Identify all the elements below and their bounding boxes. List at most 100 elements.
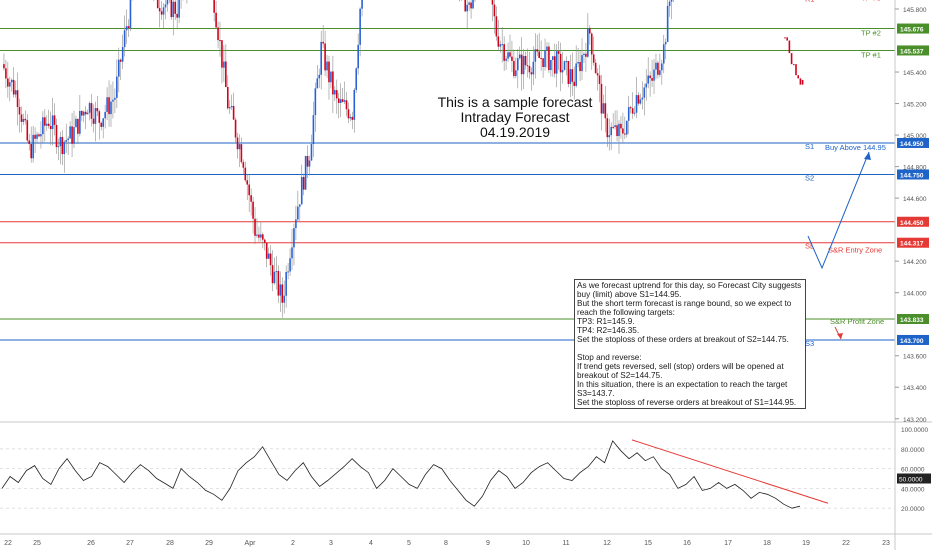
time-tick-label: 3 <box>329 540 333 547</box>
note-line: reach the following targets: <box>577 308 675 317</box>
candle-body <box>88 103 91 113</box>
candle-body <box>347 109 350 119</box>
candle-body <box>108 97 110 115</box>
level-tag: S&R Profit Zone <box>830 317 884 326</box>
candle-body <box>499 44 502 47</box>
candle-body <box>546 46 548 51</box>
candle-body <box>228 107 231 109</box>
candle-body <box>5 68 7 79</box>
candle-body <box>98 111 101 123</box>
candle-body <box>160 11 163 15</box>
level-price-badge <box>897 45 929 56</box>
candle-body <box>501 44 504 46</box>
level-price-label: 145.676 <box>900 27 924 34</box>
candle-body <box>7 78 9 87</box>
level-label: S1 <box>805 142 814 151</box>
level-price-badge <box>897 216 929 227</box>
candle-body <box>534 49 537 62</box>
candle-body <box>786 37 788 41</box>
candle-body <box>242 162 245 168</box>
candle-body <box>287 271 289 273</box>
candle-body <box>36 134 38 139</box>
osc-tick-label: 20.0000 <box>901 506 925 513</box>
level-price-label: 144.450 <box>900 220 924 227</box>
candle-body <box>40 134 42 137</box>
candle-body <box>606 118 609 138</box>
time-tick-label: 12 <box>603 540 611 547</box>
note-line: Stop and reverse: <box>577 353 642 362</box>
candle-body <box>608 135 611 138</box>
candle-body <box>668 1 671 6</box>
time-tick-label: 9 <box>486 540 490 547</box>
candle-body <box>602 103 605 114</box>
time-tick-label: 23 <box>882 540 890 547</box>
candle-body <box>793 64 795 66</box>
candle-body <box>561 69 564 73</box>
forecast-note: As we forecast uptrend for this day, so … <box>574 279 806 409</box>
time-tick-label: 19 <box>802 540 810 547</box>
candle-body <box>345 100 348 110</box>
candle-body <box>616 125 618 137</box>
candle-body <box>84 111 87 115</box>
candle-body <box>655 62 657 70</box>
candle-body <box>466 4 468 12</box>
candle-body <box>298 204 301 207</box>
level-tag: S&R Entry Zone <box>828 246 882 255</box>
candle-body <box>662 44 665 64</box>
price-tick-label: 144.200 <box>903 259 927 266</box>
candle-body <box>653 69 655 81</box>
candle-body <box>359 8 361 45</box>
candle-body <box>604 103 607 119</box>
note-line: buy (limit) above S1=144.95. <box>577 290 682 299</box>
candle-body <box>42 117 44 135</box>
candle-body <box>328 61 330 83</box>
candle-body <box>532 61 535 75</box>
candle-body <box>106 97 108 112</box>
time-tick-label: 15 <box>644 540 652 547</box>
note-line: In this situation, there is an expectati… <box>577 380 788 389</box>
candle-body <box>790 53 793 65</box>
osc-tick-label: 40.0000 <box>901 486 925 493</box>
candle-body <box>536 49 539 52</box>
candle-body <box>649 75 651 79</box>
candle-body <box>71 126 73 144</box>
candle-body <box>51 115 54 130</box>
candle-body <box>641 97 644 100</box>
level-price-label: 144.750 <box>900 172 924 179</box>
candle-body <box>127 26 130 29</box>
candle-body <box>518 54 521 59</box>
candle-body <box>297 206 299 220</box>
candle-body <box>505 58 507 61</box>
time-tick-label: 17 <box>724 540 732 547</box>
candle-body <box>618 123 620 137</box>
candle-body <box>12 79 15 95</box>
level-label: S2 <box>805 173 814 182</box>
candle-body <box>225 61 227 88</box>
candle-body <box>573 81 576 86</box>
candle-body <box>559 53 562 73</box>
candle-body <box>3 64 5 69</box>
candle-body <box>20 114 23 122</box>
candle-body <box>596 73 599 76</box>
candle-body <box>248 184 250 196</box>
chart-subtitle: Intraday Forecast <box>460 109 570 125</box>
candle-body <box>119 59 122 62</box>
candle-body <box>170 0 173 18</box>
candle-body <box>221 40 223 68</box>
candle-body <box>162 7 165 15</box>
candle-body <box>335 90 338 99</box>
candle-body <box>223 61 225 68</box>
candle-body <box>16 90 19 108</box>
candle-body <box>540 58 542 60</box>
price-tick-label: 143.200 <box>903 417 927 424</box>
candle-body <box>69 126 71 139</box>
candle-body <box>273 271 276 284</box>
candle-body <box>337 98 340 103</box>
candle-body <box>90 103 93 119</box>
note-line: S3=143.7. <box>577 389 615 398</box>
candle-body <box>538 51 540 59</box>
level-price-label: 143.700 <box>900 338 924 345</box>
note-line: TP3: R1=145.9. <box>577 317 635 326</box>
candle-body <box>123 30 126 48</box>
candle-body <box>79 110 81 134</box>
